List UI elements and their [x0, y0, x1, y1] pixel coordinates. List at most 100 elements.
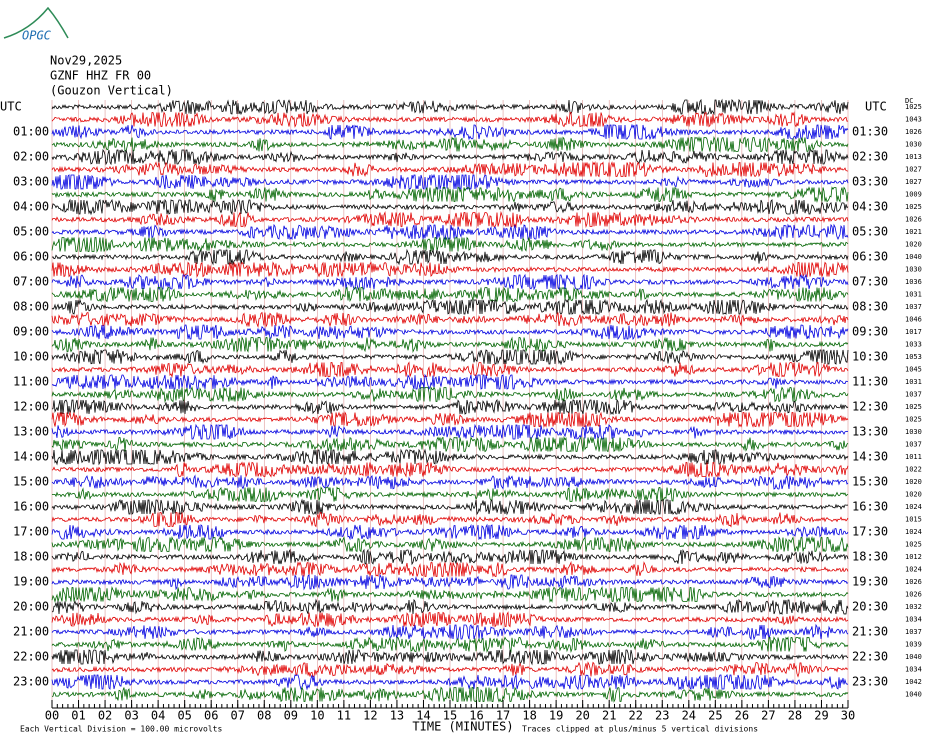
- row-label-left: 14:00: [13, 450, 49, 464]
- trace: [51, 386, 849, 403]
- x-tick-label: 09: [284, 709, 298, 723]
- dc-value: 1013: [905, 153, 922, 161]
- row-label-right: 14:30: [852, 450, 888, 464]
- dc-value: 1009: [905, 191, 922, 199]
- dc-value: 1026: [905, 578, 922, 586]
- trace: [51, 448, 849, 466]
- row-label-left: 11:00: [13, 375, 49, 389]
- trace: [51, 286, 849, 303]
- row-label-left: 23:00: [13, 675, 49, 689]
- trace: [51, 148, 849, 166]
- trace: [51, 435, 849, 453]
- trace: [51, 523, 849, 541]
- x-tick-label: 05: [177, 709, 191, 723]
- dc-value: 1015: [905, 516, 922, 524]
- x-tick-label: 10: [310, 709, 324, 723]
- row-label-left: UTC: [0, 100, 22, 114]
- trace: [51, 673, 849, 691]
- x-tick-label: 01: [71, 709, 85, 723]
- dc-value: 1031: [905, 378, 922, 386]
- trace: [51, 349, 849, 366]
- row-label-left: 09:00: [13, 325, 49, 339]
- x-tick-label: 11: [337, 709, 351, 723]
- trace: [51, 136, 849, 153]
- subtitle: GZNF HHZ FR 00: [50, 69, 151, 83]
- title: Nov29,2025: [50, 54, 122, 68]
- dc-value: 1034: [905, 616, 922, 624]
- dc-value: 1020: [905, 478, 922, 486]
- row-label-right: 07:30: [852, 275, 888, 289]
- x-tick-label: 27: [761, 709, 775, 723]
- trace: [51, 311, 849, 329]
- dc-value: 1026: [905, 216, 922, 224]
- row-label-right: 18:30: [852, 550, 888, 564]
- trace: [51, 623, 849, 641]
- trace: [51, 586, 849, 604]
- x-tick-label: 28: [788, 709, 802, 723]
- x-tick-label: 29: [814, 709, 828, 723]
- row-label-right: 16:30: [852, 500, 888, 514]
- dc-value: 1025: [905, 203, 922, 211]
- dc-value: 1024: [905, 503, 922, 511]
- trace: [51, 111, 849, 128]
- x-tick-label: 08: [257, 709, 271, 723]
- row-label-right: 06:30: [852, 250, 888, 264]
- x-tick-label: 26: [735, 709, 749, 723]
- x-tick-label: 17: [496, 709, 510, 723]
- trace: [51, 498, 849, 516]
- station: (Gouzon Vertical): [50, 84, 173, 98]
- row-label-left: 03:00: [13, 175, 49, 189]
- dc-value: 1020: [905, 491, 922, 499]
- dc-value: 1046: [905, 316, 922, 324]
- dc-value: 1030: [905, 141, 922, 149]
- trace: [51, 361, 849, 378]
- x-tick-label: 06: [204, 709, 218, 723]
- x-tick-label: 04: [151, 709, 165, 723]
- x-tick-label: 14: [416, 709, 430, 723]
- dc-value: 1037: [905, 441, 922, 449]
- dc-value: 1037: [905, 391, 922, 399]
- dc-value: 1025: [905, 541, 922, 549]
- row-label-left: 12:00: [13, 400, 49, 414]
- x-tick-label: 02: [98, 709, 112, 723]
- dc-value: 1026: [905, 591, 922, 599]
- dc-value: 1037: [905, 628, 922, 636]
- x-tick-label: 07: [231, 709, 245, 723]
- row-label-right: 21:30: [852, 625, 888, 639]
- trace: [51, 685, 849, 703]
- row-label-right: 11:30: [852, 375, 888, 389]
- row-label-right: 12:30: [852, 400, 888, 414]
- footer-left: Each Vertical Division = 100.00 microvol…: [20, 725, 222, 734]
- dc-value: 1036: [905, 278, 922, 286]
- dc-value: 1025: [905, 403, 922, 411]
- dc-value: 1025: [905, 103, 922, 111]
- trace: [51, 661, 849, 678]
- trace: [51, 273, 849, 291]
- dc-value: 1020: [905, 241, 922, 249]
- row-label-right: 05:30: [852, 225, 888, 239]
- dc-value: 1040: [905, 253, 922, 261]
- trace: [51, 98, 849, 116]
- trace: [51, 536, 849, 553]
- dc-value: 1039: [905, 641, 922, 649]
- x-tick-label: 16: [469, 709, 483, 723]
- row-label-left: 10:00: [13, 350, 49, 364]
- row-label-right: 15:30: [852, 475, 888, 489]
- row-label-right: 10:30: [852, 350, 888, 364]
- dc-value: 1031: [905, 291, 922, 299]
- trace: [51, 649, 849, 666]
- row-label-right: 09:30: [852, 325, 888, 339]
- dc-value: 1040: [905, 691, 922, 699]
- trace: [51, 223, 849, 241]
- dc-value: 1012: [905, 553, 922, 561]
- logo-mark: [3, 6, 69, 39]
- dc-value: 1024: [905, 566, 922, 574]
- trace: [51, 210, 849, 229]
- trace: [51, 423, 849, 440]
- trace: [51, 461, 849, 478]
- row-label-left: 22:00: [13, 650, 49, 664]
- row-label-left: 07:00: [13, 275, 49, 289]
- dc-value: 1030: [905, 428, 922, 436]
- x-tick-label: 25: [708, 709, 722, 723]
